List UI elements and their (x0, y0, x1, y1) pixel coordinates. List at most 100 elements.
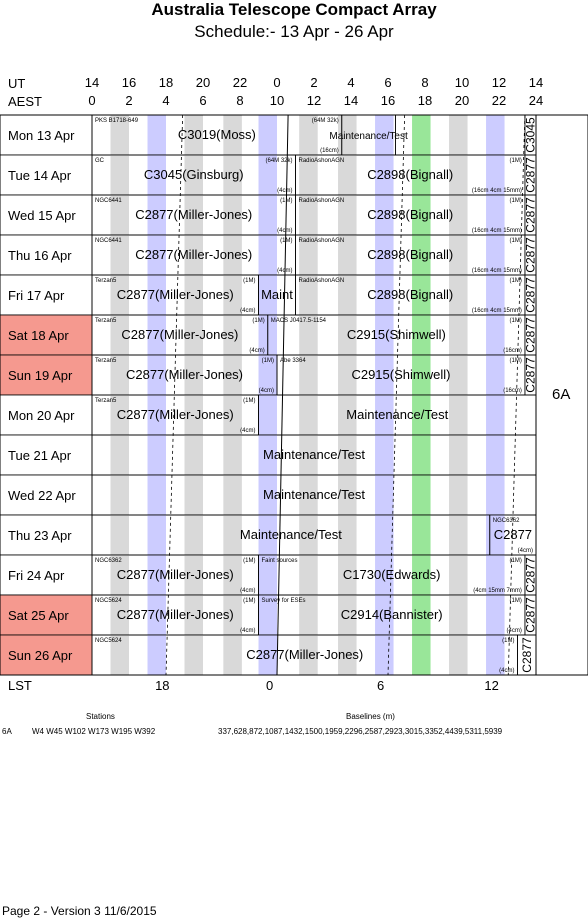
background-stripe (338, 115, 357, 155)
background-stripe (486, 235, 505, 275)
background-stripe (147, 315, 166, 355)
footer-baselines: 337,628,872,1087,1432,1500,1959,2296,258… (218, 727, 503, 736)
background-stripe (449, 275, 468, 315)
background-stripe (110, 115, 129, 155)
background-stripe (258, 515, 277, 555)
background-stripe (258, 435, 277, 475)
aest-tick: 14 (344, 93, 358, 108)
background-stripe (184, 315, 203, 355)
block-code: Maintenance/Test (346, 407, 448, 422)
ut-tick: 2 (310, 75, 317, 90)
background-stripe (338, 595, 357, 635)
ut-tick: 14 (529, 75, 543, 90)
baselines-header: Baselines (m) (346, 712, 395, 721)
background-stripe (258, 115, 277, 155)
block-code: Maintenance/Test (240, 527, 342, 542)
block-code: C2898(Bignall) (367, 247, 453, 262)
block-source: Terzan5 (95, 278, 117, 284)
background-stripe (223, 275, 242, 315)
aest-tick: 12 (307, 93, 321, 108)
background-stripe (486, 355, 505, 395)
day-label: Tue 21 Apr (8, 448, 72, 463)
background-stripe (258, 275, 277, 315)
block-code: C2877 (523, 317, 537, 353)
aest-tick: 4 (162, 93, 169, 108)
background-stripe (338, 315, 357, 355)
background-stripe (299, 155, 318, 195)
aest-tick: 18 (418, 93, 432, 108)
background-stripe (412, 515, 431, 555)
ut-tick: 12 (492, 75, 506, 90)
background-stripe (184, 435, 203, 475)
aest-tick: 0 (88, 93, 95, 108)
block-code: C2877(Miller-Jones) (117, 607, 234, 622)
background-stripe (449, 315, 468, 355)
ut-label: UT (8, 76, 26, 91)
block-code: C2877 (523, 237, 537, 273)
background-stripe (486, 635, 505, 675)
block-code: C2877(Miller-Jones) (246, 647, 363, 662)
background-stripe (375, 635, 394, 675)
block-note-band: (16cm) (503, 348, 522, 354)
background-stripe (449, 155, 468, 195)
background-stripe (338, 235, 357, 275)
background-stripe (375, 195, 394, 235)
block-note-obs: (1M) (510, 318, 522, 324)
background-stripe (110, 595, 129, 635)
block-code: Maintenance/Test (263, 487, 365, 502)
background-stripe (299, 195, 318, 235)
day-label: Wed 15 Apr (8, 208, 76, 223)
block-code: C2915(Shimwell) (351, 367, 450, 382)
block-note-obs: (64M 32k) (312, 118, 339, 124)
block-source: Terzan5 (95, 358, 117, 364)
page-note: Page 2 - Version 3 11/6/2015 (2, 904, 157, 918)
day-label: Sun 19 Apr (8, 368, 73, 383)
block-source: NGC6362 (95, 558, 122, 564)
block-note-obs: (1M) (510, 238, 522, 244)
stations-header: Stations (86, 712, 115, 721)
block-note-obs: (1M) (243, 558, 255, 564)
block-source: Terzan5 (95, 398, 117, 404)
background-stripe (147, 115, 166, 155)
block-note-band: (4cm) (240, 588, 255, 594)
ut-tick: 22 (233, 75, 247, 90)
day-label-cell (0, 594, 93, 636)
block-note-band: (4cm) (259, 388, 274, 394)
block-source: NGC6441 (95, 238, 122, 244)
page-subtitle: Schedule:- 13 Apr - 26 Apr (194, 22, 394, 41)
background-stripe (486, 115, 505, 155)
background-stripe (110, 235, 129, 275)
background-stripe (147, 395, 166, 435)
background-stripe (147, 155, 166, 195)
background-stripe (110, 275, 129, 315)
block-note-obs: (1M) (243, 598, 255, 604)
background-stripe (375, 315, 394, 355)
block-note-band: (4cm) (240, 428, 255, 434)
background-stripe (147, 595, 166, 635)
ut-tick: 10 (455, 75, 469, 90)
day-label-cell (0, 234, 93, 276)
block-note-band: (4cm) (240, 628, 255, 634)
background-stripe (486, 435, 505, 475)
block-source: Abe 3364 (280, 358, 306, 364)
block-code: C2877 (523, 597, 537, 633)
background-stripe (110, 355, 129, 395)
background-stripe (110, 395, 129, 435)
day-label: Mon 13 Apr (8, 128, 75, 143)
block-note-band: (4cm 15mm 7mm) (473, 588, 522, 594)
background-stripe (449, 115, 468, 155)
block-source: Terzan5 (95, 318, 117, 324)
block-note-obs: (1M) (262, 358, 274, 364)
block-source: RadioAshonAGN (299, 158, 345, 164)
ut-tick: 16 (122, 75, 136, 90)
block-code: C3045(Ginsburg) (144, 167, 244, 182)
day-label: Thu 23 Apr (8, 528, 72, 543)
page-title: Australia Telescope Compact Array (151, 0, 437, 19)
background-stripe (110, 515, 129, 555)
background-stripe (184, 235, 203, 275)
background-stripe (299, 115, 318, 155)
block-source: NGC5624 (95, 598, 122, 604)
background-stripe (110, 315, 129, 355)
background-stripe (299, 275, 318, 315)
block-code: C2877 (523, 277, 537, 313)
